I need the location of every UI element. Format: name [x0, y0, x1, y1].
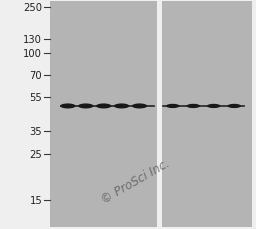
- Ellipse shape: [207, 104, 220, 109]
- Bar: [162, 2, 252, 227]
- Ellipse shape: [132, 104, 147, 109]
- Ellipse shape: [60, 104, 76, 109]
- Ellipse shape: [96, 104, 111, 109]
- Text: 250: 250: [23, 3, 42, 13]
- Ellipse shape: [166, 104, 179, 109]
- Ellipse shape: [78, 104, 93, 109]
- Text: 35: 35: [30, 127, 42, 137]
- Text: 25: 25: [29, 150, 42, 160]
- Text: 130: 130: [23, 35, 42, 45]
- Text: 100: 100: [23, 49, 42, 59]
- Bar: [50, 2, 157, 227]
- Text: © ProSci Inc.: © ProSci Inc.: [99, 156, 172, 206]
- Ellipse shape: [228, 104, 241, 109]
- Text: 15: 15: [29, 195, 42, 205]
- Text: 70: 70: [30, 71, 42, 81]
- Ellipse shape: [187, 104, 200, 109]
- Ellipse shape: [114, 104, 129, 109]
- Text: 55: 55: [29, 92, 42, 102]
- Bar: [157, 2, 162, 227]
